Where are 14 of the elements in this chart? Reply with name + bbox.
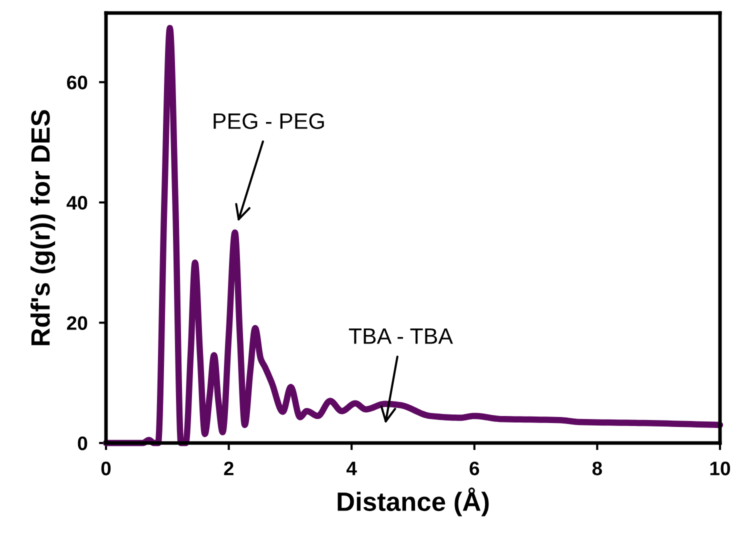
y-tick-label: 60 [67, 76, 88, 90]
y-axis-title: Rdf's (g(r)) for DES [30, 110, 56, 346]
x-tick-label: 8 [592, 462, 602, 476]
x-tick-label: 6 [470, 462, 480, 476]
annotation: PEG - PEG [214, 113, 324, 130]
x-axis-title: Distance (Å) [338, 488, 489, 516]
y-tick-label: 20 [66, 316, 88, 330]
x-tick-label: 0 [101, 462, 111, 476]
x-tick-label: 4 [346, 462, 357, 476]
x-tick-label: 2 [224, 462, 234, 476]
annotation: TBA - TBA [348, 328, 453, 344]
x-tick-label: 10 [710, 462, 730, 476]
y-tick-label: 0 [78, 436, 88, 450]
y-tick-label: 40 [66, 196, 88, 210]
